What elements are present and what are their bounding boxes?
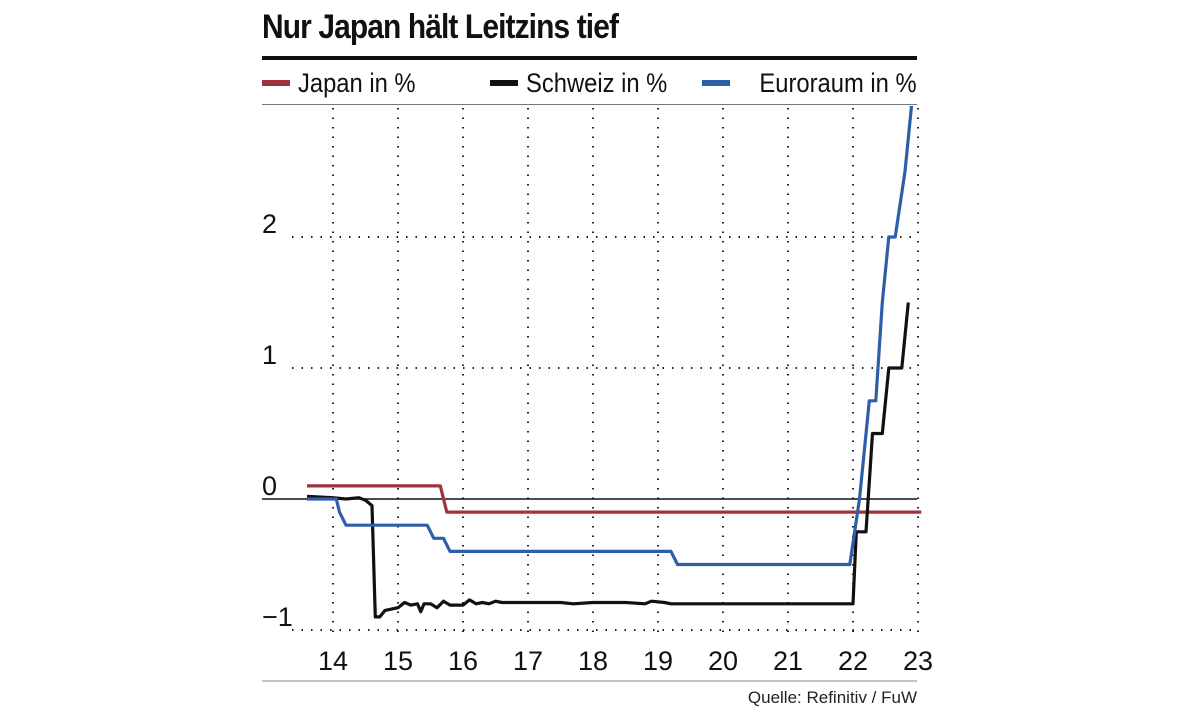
legend-rule — [262, 104, 917, 105]
x-tick-label-16: 16 — [448, 646, 478, 676]
y-tick-label-1: 1 — [262, 340, 277, 370]
y-tick-label-2: 2 — [262, 209, 277, 239]
legend-label-japan: Japan in % — [298, 67, 416, 98]
x-tick-label-15: 15 — [383, 646, 413, 676]
x-tick-label-20: 20 — [708, 646, 738, 676]
legend-item-euroraum: Euroraum in % — [702, 64, 917, 102]
chart-title: Nur Japan hält Leitzins tief — [262, 8, 619, 46]
x-tick-label-21: 21 — [773, 646, 803, 676]
legend-item-japan: Japan in % — [262, 64, 432, 102]
y-tick-label-0: 0 — [262, 471, 277, 501]
legend-label-schweiz: Schweiz in % — [526, 67, 668, 98]
x-tick-label-18: 18 — [578, 646, 608, 676]
y-tick-label-minus1: −1 — [262, 602, 293, 632]
legend: Japan in % Schweiz in % Euroraum in % — [262, 64, 917, 102]
x-tick-label-23: 23 — [903, 646, 933, 676]
series-line-euroraum — [307, 105, 914, 567]
legend-item-schweiz: Schweiz in % — [490, 64, 687, 102]
legend-label-euroraum: Euroraum in % — [759, 67, 917, 98]
legend-swatch-euroraum — [702, 80, 731, 86]
title-rule — [262, 56, 917, 60]
series-line-schweiz — [306, 302, 910, 619]
x-tick-label-14: 14 — [318, 646, 348, 676]
x-tick-label-17: 17 — [513, 646, 543, 676]
legend-swatch-japan — [262, 80, 290, 86]
x-tick-label-19: 19 — [643, 646, 673, 676]
series-line-japan — [307, 484, 922, 514]
x-tick-label-22: 22 — [838, 646, 868, 676]
legend-swatch-schweiz — [490, 80, 518, 86]
source-note: Quelle: Refinitiv / FuW — [747, 688, 917, 707]
